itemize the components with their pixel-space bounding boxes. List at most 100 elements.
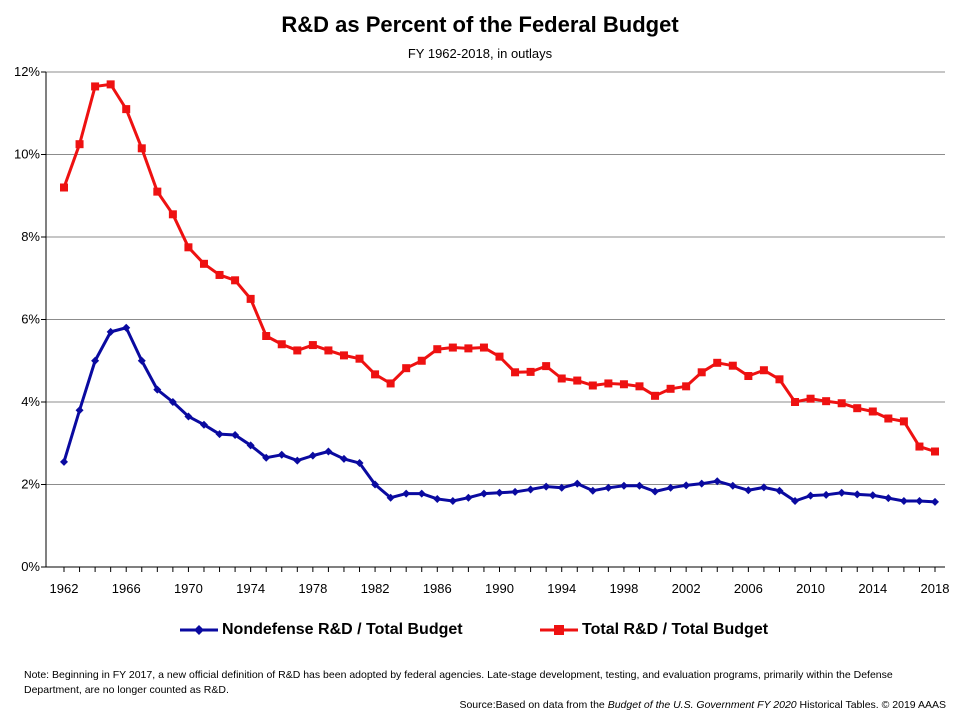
data-point-total — [604, 379, 613, 388]
data-point-nondefense — [728, 481, 737, 490]
data-point-total — [759, 366, 768, 375]
data-point-nondefense — [91, 356, 100, 365]
data-point-total — [744, 372, 753, 381]
data-point-nondefense — [433, 494, 442, 503]
data-point-total — [915, 442, 924, 451]
data-point-nondefense — [775, 486, 784, 495]
x-tick-label: 2010 — [796, 581, 825, 596]
data-point-nondefense — [588, 486, 597, 495]
data-point-total — [479, 343, 488, 352]
data-point-nondefense — [168, 398, 177, 406]
series-layer — [60, 80, 939, 506]
legend-entry-nondefense: Nondefense R&D / Total Budget — [180, 618, 463, 642]
data-point-nondefense — [75, 406, 84, 415]
data-point-total — [262, 332, 271, 340]
data-point-total — [106, 80, 115, 89]
data-point-total — [433, 345, 442, 354]
data-point-nondefense — [495, 488, 504, 497]
legend-swatch-total — [540, 625, 578, 635]
y-tick-label: 6% — [21, 312, 40, 327]
x-tick-label: 1990 — [485, 581, 514, 596]
footnote: Note: Beginning in FY 2017, a new offici… — [24, 669, 893, 696]
data-point-nondefense — [153, 385, 162, 394]
data-point-nondefense — [822, 490, 831, 499]
data-point-total — [91, 82, 100, 91]
data-point-nondefense — [324, 447, 333, 456]
data-point-nondefense — [293, 456, 302, 465]
y-tick-label: 0% — [21, 559, 40, 574]
data-point-nondefense — [868, 491, 877, 500]
data-point-total — [199, 259, 208, 268]
data-point-total — [666, 384, 675, 393]
data-point-total — [526, 367, 535, 376]
y-tick-label: 2% — [21, 477, 40, 492]
data-point-nondefense — [666, 483, 675, 492]
data-point-nondefense — [697, 479, 706, 488]
y-tick-label: 8% — [21, 229, 40, 244]
data-point-nondefense — [511, 487, 520, 496]
data-point-total — [137, 144, 146, 153]
data-point-total — [277, 340, 286, 349]
data-point-total — [588, 381, 597, 390]
data-point-nondefense — [791, 497, 800, 505]
data-point-total — [495, 352, 504, 361]
data-point-nondefense — [277, 450, 286, 459]
data-point-nondefense — [635, 481, 644, 490]
data-point-nondefense — [106, 327, 115, 336]
data-point-nondefense — [308, 451, 317, 460]
data-point-total — [899, 417, 908, 426]
data-point-total — [791, 398, 800, 406]
data-point-nondefense — [479, 489, 488, 498]
data-point-total — [868, 407, 877, 416]
x-tick-label: 1994 — [547, 581, 576, 596]
data-point-nondefense — [386, 493, 395, 502]
data-point-total — [635, 382, 644, 391]
data-point-total — [853, 404, 862, 413]
data-point-nondefense — [557, 483, 566, 492]
data-point-total — [822, 397, 831, 406]
data-point-nondefense — [215, 430, 224, 439]
data-point-total — [464, 344, 473, 353]
data-point-nondefense — [122, 323, 131, 332]
x-tick-label: 1978 — [298, 581, 327, 596]
x-tick-label: 1966 — [112, 581, 141, 596]
x-tick-label: 2018 — [921, 581, 950, 596]
grid-lines — [46, 71, 945, 485]
data-point-nondefense — [899, 497, 908, 505]
x-tick-label: 2014 — [858, 581, 887, 596]
data-point-total — [542, 362, 551, 371]
x-tick-label: 1982 — [361, 581, 390, 596]
data-point-total — [713, 358, 722, 367]
series-line-total — [62, 82, 936, 453]
data-point-nondefense — [371, 480, 380, 489]
data-point-total — [231, 276, 240, 285]
data-point-total — [184, 243, 193, 252]
x-tick-label: 1986 — [423, 581, 452, 596]
data-point-nondefense — [184, 412, 193, 421]
data-point-nondefense — [744, 486, 753, 495]
data-point-total — [246, 294, 255, 303]
data-point-total — [417, 356, 426, 365]
data-point-total — [557, 374, 566, 383]
data-point-total — [215, 270, 224, 279]
data-point-total — [806, 394, 815, 403]
data-point-total — [697, 368, 706, 377]
data-point-nondefense — [604, 483, 613, 492]
source-credit: Source:Based on data from the Budget of … — [459, 699, 946, 711]
legend-label-nondefense: Nondefense R&D / Total Budget — [222, 621, 463, 638]
data-point-nondefense — [619, 481, 628, 490]
data-point-nondefense — [931, 497, 939, 506]
x-tick-label: 1962 — [50, 581, 79, 596]
y-tick-label: 4% — [21, 394, 40, 409]
x-tick-label: 1998 — [609, 581, 638, 596]
legend-swatch-nondefense — [180, 625, 218, 635]
data-point-total — [60, 183, 68, 192]
legend-label-total: Total R&D / Total Budget — [582, 621, 769, 638]
data-point-total — [386, 379, 395, 388]
data-point-total — [308, 341, 317, 350]
data-point-total — [511, 368, 520, 377]
data-point-nondefense — [137, 356, 146, 365]
data-point-total — [573, 376, 582, 385]
chart-title: R&D as Percent of the Federal Budget — [281, 12, 679, 37]
data-point-total — [168, 210, 177, 219]
